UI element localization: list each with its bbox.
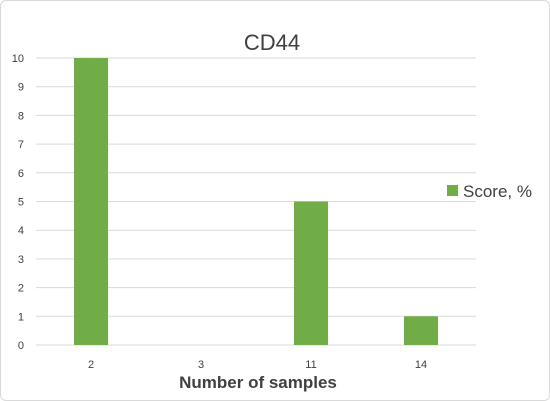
y-tick-label: 7	[18, 139, 24, 151]
y-tick-label: 2	[18, 283, 24, 295]
x-axis-label: Number of samples	[179, 373, 337, 392]
y-tick-label: 8	[18, 110, 24, 122]
y-tick-label: 6	[18, 168, 24, 180]
bar	[74, 58, 108, 345]
x-tick-label: 11	[305, 359, 316, 371]
y-tick-label: 3	[18, 254, 24, 266]
y-tick-label: 5	[18, 197, 24, 209]
bars	[74, 58, 438, 345]
gridlines	[36, 57, 476, 346]
y-tick-label: 0	[18, 340, 24, 352]
legend-swatch	[447, 185, 458, 196]
x-tick-label: 3	[198, 359, 204, 371]
y-tick-label: 4	[18, 225, 24, 237]
y-tick-label: 10	[12, 53, 24, 65]
chart-title: CD44	[244, 30, 300, 55]
bar	[404, 316, 438, 345]
x-tick-label: 2	[88, 359, 94, 371]
x-tick-labels: 2 3 11 14	[88, 359, 427, 371]
bar	[294, 201, 328, 345]
y-tick-label: 9	[18, 82, 24, 94]
y-tick-labels: 0 1 2 3 4 5 6 7 8 9 10	[12, 53, 24, 352]
x-tick-label: 14	[415, 359, 427, 371]
y-tick-label: 1	[18, 311, 24, 323]
legend-label: Score, %	[463, 182, 532, 201]
